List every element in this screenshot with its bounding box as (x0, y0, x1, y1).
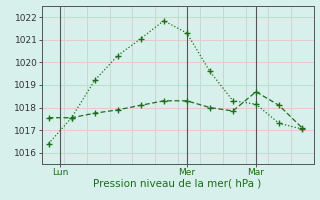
X-axis label: Pression niveau de la mer( hPa ): Pression niveau de la mer( hPa ) (93, 179, 262, 189)
